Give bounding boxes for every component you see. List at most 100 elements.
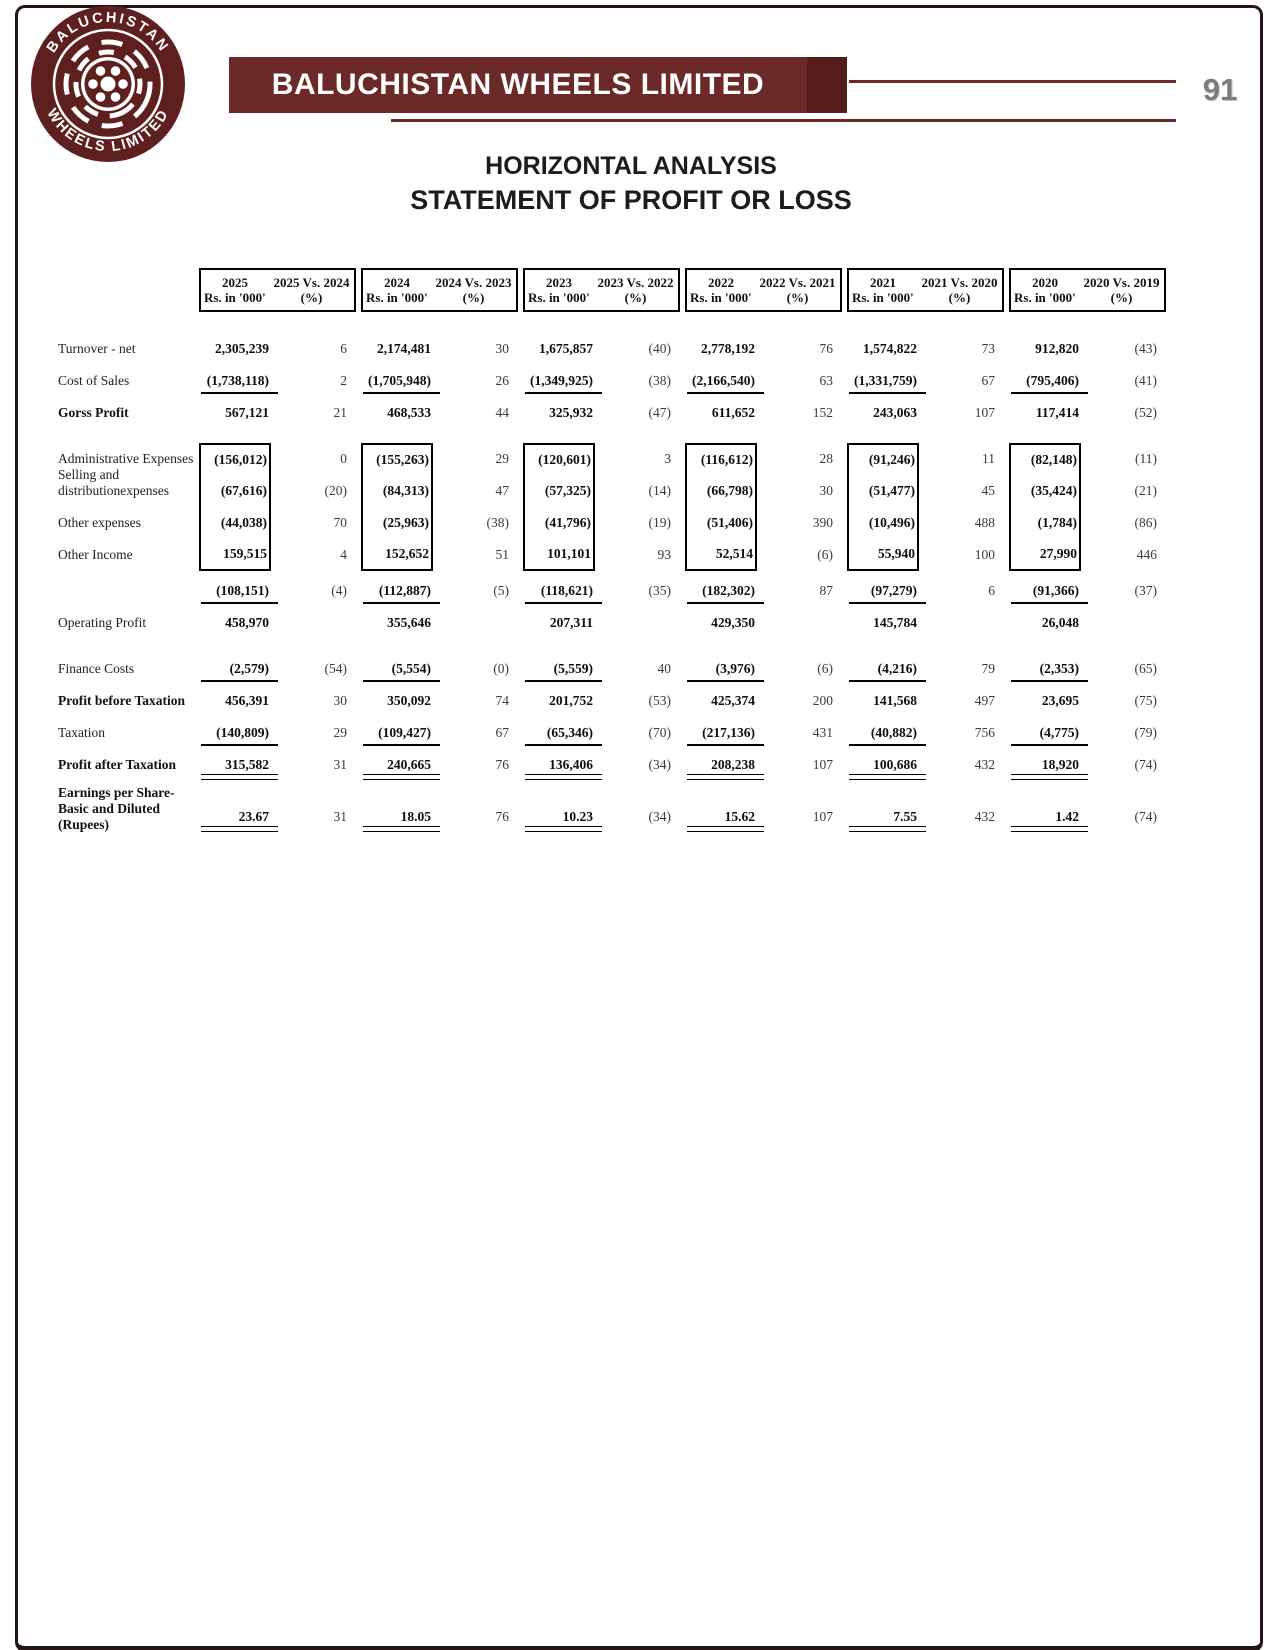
table-row: Profit after Taxation 315,582 31 240,665 76 1… — [58, 749, 1171, 781]
year-group-header: 2025 2025 Vs. 2024 Rs. in '000' (%) — [199, 268, 356, 312]
pct-cell: 67 — [981, 373, 996, 388]
value-cell: (155,263) — [361, 443, 433, 475]
table-row: Other expenses (44,038) 70 (25,963) (38) (41,… — [58, 507, 1171, 539]
header-unit: Rs. in '000' — [690, 290, 752, 305]
pct-cell: 87 — [819, 583, 834, 598]
pct-cell: (43) — [1134, 341, 1158, 356]
pct-cell: (37) — [1134, 583, 1158, 598]
header-vs: 2020 Vs. 2019 — [1083, 275, 1160, 290]
value-cell: 429,350 — [711, 615, 755, 630]
header-pct: (%) — [462, 290, 485, 305]
value-cell: (5,554) — [361, 653, 440, 685]
pct-cell: 79 — [981, 661, 996, 676]
value-cell: (91,366) — [1009, 575, 1088, 607]
pct-cell: (21) — [1134, 483, 1158, 498]
pct-cell: 6 — [340, 341, 347, 356]
value-cell: (140,809) — [199, 717, 278, 749]
value-cell: 52,514 — [685, 539, 757, 571]
pct-cell: 26 — [495, 373, 510, 388]
pct-cell: (47) — [648, 405, 672, 420]
value-cell: 243,063 — [873, 405, 917, 420]
statement-title: STATEMENT OF PROFIT OR LOSS — [410, 185, 852, 215]
value-cell: (2,579) — [199, 653, 278, 685]
pct-cell: 152 — [812, 405, 833, 420]
value-cell: 152,652 — [361, 539, 433, 571]
table-row: Profit before Taxation 456,391 30 350,092 74… — [58, 685, 1171, 717]
row-label: Other expenses — [58, 515, 141, 530]
row-label: Operating Profit — [58, 615, 147, 630]
pct-cell: 432 — [974, 757, 995, 772]
value-cell: (108,151) — [199, 575, 278, 607]
table-row: Other Income 159,515 4 152,652 51 101,101 93 52… — [58, 539, 1171, 571]
row-label-line: (Rupees) — [58, 817, 109, 832]
header-rule-top — [849, 80, 1176, 83]
analysis-title: HORIZONTAL ANALYSIS — [485, 152, 777, 180]
value-cell: 350,092 — [387, 693, 431, 708]
value-cell: (44,038) — [199, 507, 271, 539]
row-label: Cost of Sales — [58, 373, 130, 388]
pct-cell: 390 — [812, 515, 833, 530]
row-label: Other Income — [58, 547, 133, 562]
pct-cell: 67 — [495, 725, 510, 740]
value-cell: 2,778,192 — [701, 341, 755, 356]
pct-cell: 31 — [333, 757, 348, 772]
pct-cell: (54) — [324, 661, 348, 676]
value-cell: 468,533 — [387, 405, 431, 420]
value-cell: 136,406 — [523, 749, 602, 781]
header-unit: Rs. in '000' — [852, 290, 914, 305]
pct-cell: 76 — [495, 757, 510, 772]
value-cell: 1.42 — [1009, 781, 1088, 837]
header-vs: 2021 Vs. 2020 — [921, 275, 998, 290]
pct-cell: 51 — [495, 547, 510, 562]
value-cell: 2,305,239 — [215, 341, 269, 356]
pct-cell: 28 — [819, 451, 834, 466]
header-pct: (%) — [948, 290, 971, 305]
header-vs: 2022 Vs. 2021 — [759, 275, 836, 290]
pct-cell: 21 — [333, 405, 348, 420]
value-cell: 18.05 — [361, 781, 440, 837]
pct-cell: (35) — [648, 583, 672, 598]
row-label: Profit before Taxation — [58, 693, 185, 708]
table-row: Taxation (140,809) 29 (109,427) 67 (65,346) (7… — [58, 717, 1171, 749]
table-row: Finance Costs (2,579) (54) (5,554) (0) (5,559… — [58, 653, 1171, 685]
value-cell: 325,932 — [549, 405, 593, 420]
value-cell: (4,216) — [847, 653, 926, 685]
table-row: Gorss Profit 567,121 21 468,533 44 325,932 (47… — [58, 397, 1171, 429]
value-cell: 1,675,857 — [539, 341, 593, 356]
pct-cell: (6) — [817, 547, 833, 562]
year-group-header: 2023 2023 Vs. 2022 Rs. in '000' (%) — [523, 268, 680, 312]
pct-cell: 107 — [974, 405, 995, 420]
year-group-header: 2020 2020 Vs. 2019 Rs. in '000' (%) — [1009, 268, 1166, 312]
pct-cell: 74 — [495, 693, 510, 708]
value-cell: 355,646 — [387, 615, 431, 630]
value-cell: (57,325) — [523, 475, 595, 507]
pct-cell — [919, 607, 1009, 639]
pct-cell: 30 — [333, 693, 348, 708]
value-cell: (217,136) — [685, 717, 764, 749]
pct-cell: 446 — [1136, 547, 1157, 562]
table-row: Cost of Sales (1,738,118) 2 (1,705,948) 26 (1… — [58, 365, 1171, 397]
value-cell: 912,820 — [1035, 341, 1079, 356]
pct-cell: (0) — [493, 661, 509, 676]
value-cell: (41,796) — [523, 507, 595, 539]
pct-cell — [595, 607, 685, 639]
value-cell: 23.67 — [199, 781, 278, 837]
pct-cell: 3 — [664, 451, 671, 466]
pct-cell: 29 — [333, 725, 348, 740]
value-cell: (109,427) — [361, 717, 440, 749]
value-cell: (91,246) — [847, 443, 919, 475]
pct-cell: 431 — [812, 725, 833, 740]
header-unit: Rs. in '000' — [528, 290, 590, 305]
value-cell: (156,012) — [199, 443, 271, 475]
row-label: Administrative Expenses — [58, 451, 194, 466]
row-label-line: expenses — [120, 483, 169, 498]
header-vs: 2025 Vs. 2024 — [273, 275, 350, 290]
value-cell: (65,346) — [523, 717, 602, 749]
row-label: Earnings per Share- Basic and Diluted (Rup… — [58, 781, 199, 837]
pct-cell: 488 — [974, 515, 995, 530]
pct-cell: (75) — [1134, 693, 1158, 708]
pct-cell: 76 — [819, 341, 834, 356]
pct-cell: (74) — [1134, 757, 1158, 772]
row-label-line: Basic and Diluted — [58, 801, 161, 816]
